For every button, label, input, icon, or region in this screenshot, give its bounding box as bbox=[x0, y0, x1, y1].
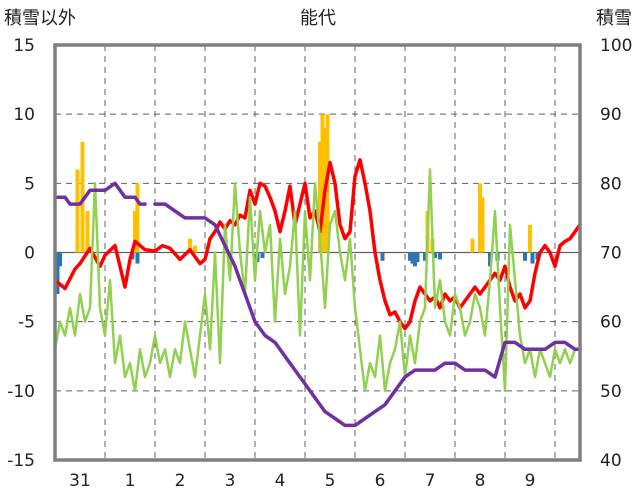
bar bbox=[410, 252, 415, 264]
bar bbox=[260, 252, 265, 259]
x-tick-label: 3 bbox=[225, 471, 236, 491]
grid bbox=[55, 45, 580, 460]
bar bbox=[470, 238, 475, 253]
y-left-tick-label: 5 bbox=[24, 174, 35, 194]
chart-title: 能代 bbox=[300, 8, 336, 29]
y-right-tick-label: 80 bbox=[600, 174, 622, 194]
bar bbox=[433, 252, 437, 259]
bar bbox=[423, 252, 427, 261]
x-tick-label: 31 bbox=[69, 471, 91, 491]
y-left-tick-label: 0 bbox=[24, 244, 35, 264]
x-tick-label: 6 bbox=[375, 471, 386, 491]
bar bbox=[530, 252, 535, 264]
bar bbox=[80, 141, 85, 253]
y-left-tick-label: -15 bbox=[7, 451, 35, 471]
bar bbox=[480, 197, 485, 253]
y-left-tick-label: -5 bbox=[18, 313, 35, 333]
bar bbox=[528, 224, 532, 253]
bar bbox=[85, 211, 90, 253]
bar bbox=[58, 252, 62, 267]
x-tick-label: 2 bbox=[175, 471, 186, 491]
bar bbox=[135, 252, 140, 264]
x-tick-label: 7 bbox=[425, 471, 436, 491]
bar bbox=[133, 211, 137, 253]
series-line bbox=[53, 158, 582, 331]
bar bbox=[188, 238, 192, 253]
y-right-tick-label: 50 bbox=[600, 382, 622, 402]
y-left-tick-label: 10 bbox=[13, 105, 35, 125]
y-left-axis-label: 積雪以外 bbox=[4, 8, 76, 29]
y-left-tick-label: 15 bbox=[13, 36, 35, 56]
bar bbox=[478, 183, 482, 253]
x-tick-label: 4 bbox=[275, 471, 286, 491]
series-line bbox=[53, 168, 582, 393]
bar bbox=[408, 252, 412, 261]
x-tick-label: 5 bbox=[325, 471, 336, 491]
bar bbox=[318, 141, 322, 253]
bar bbox=[415, 252, 420, 263]
bar bbox=[380, 252, 385, 261]
y-right-tick-label: 100 bbox=[600, 36, 632, 56]
bar bbox=[488, 252, 492, 267]
y-right-tick-label: 70 bbox=[600, 244, 622, 264]
bar bbox=[135, 183, 140, 253]
bar bbox=[413, 252, 417, 267]
x-tick-label: 1 bbox=[125, 471, 136, 491]
bar bbox=[438, 252, 442, 260]
bar bbox=[193, 245, 197, 253]
x-tick-label: 8 bbox=[475, 471, 486, 491]
series-lines bbox=[53, 158, 582, 428]
y-right-tick-label: 40 bbox=[600, 451, 622, 471]
frame-rect bbox=[53, 43, 582, 462]
y-right-tick-label: 90 bbox=[600, 105, 622, 125]
y-left-tick-label: -10 bbox=[7, 382, 35, 402]
series-line bbox=[53, 181, 582, 428]
bar bbox=[55, 252, 60, 294]
plot-frame bbox=[53, 43, 582, 462]
x-tick-label: 9 bbox=[525, 471, 536, 491]
y-right-axis-label: 積雪 bbox=[596, 8, 632, 29]
bar bbox=[75, 169, 80, 253]
bar bbox=[523, 252, 527, 261]
bar bbox=[320, 114, 325, 253]
y-right-tick-label: 60 bbox=[600, 313, 622, 333]
